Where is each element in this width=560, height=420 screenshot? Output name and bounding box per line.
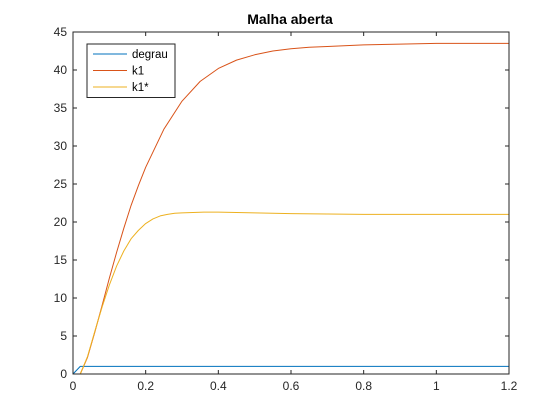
x-tick-label: 1.2 xyxy=(501,379,518,393)
legend: degrau k1 k1* xyxy=(86,43,176,98)
x-tick-label: 0.4 xyxy=(210,379,227,393)
series-layer xyxy=(72,42,510,375)
y-tick-label: 25 xyxy=(54,177,68,191)
x-tick-label: 1 xyxy=(433,379,440,393)
y-tick-label: 10 xyxy=(54,291,68,305)
legend-label: k1 xyxy=(132,66,144,78)
y-tick-label: 30 xyxy=(54,139,68,153)
chart-title: Malha aberta xyxy=(247,11,333,27)
y-tick-label: 0 xyxy=(60,367,67,381)
series-line-1 xyxy=(72,365,510,375)
y-tick-label: 45 xyxy=(54,25,68,39)
y-tick-label: 15 xyxy=(54,253,68,267)
series-line-2 xyxy=(79,42,510,375)
x-tick-label: 0.6 xyxy=(283,379,300,393)
ticks-layer: 0 0.2 0.4 0.6 0.8 1 1.2 0 5 10 15 20 25 30 35 40 45 xyxy=(54,25,518,393)
y-tick-label: 35 xyxy=(54,101,68,115)
series-line-3 xyxy=(79,211,510,375)
x-tick-label: 0.8 xyxy=(355,379,372,393)
legend-label: k1* xyxy=(132,82,149,94)
legend-label: degrau xyxy=(132,49,168,61)
x-tick-label: 0.2 xyxy=(137,379,154,393)
y-tick-label: 5 xyxy=(60,329,67,343)
x-tick-label: 0 xyxy=(70,379,77,393)
y-tick-label: 20 xyxy=(54,215,68,229)
y-tick-label: 40 xyxy=(54,63,68,77)
